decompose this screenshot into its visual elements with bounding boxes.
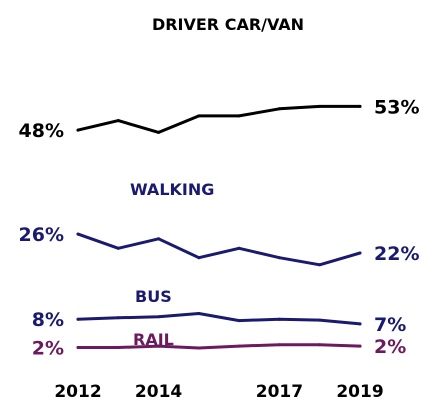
series-line-driver-car-van xyxy=(76,104,362,134)
data-point-bus xyxy=(116,316,120,320)
data-point-rail xyxy=(318,343,322,347)
data-point-driver-car-van xyxy=(116,119,120,123)
data-point-driver-car-van xyxy=(237,114,241,118)
end-value-label-driver-car-van: 53% xyxy=(374,96,419,118)
start-value-label-driver-car-van: 48% xyxy=(19,120,64,142)
series-title-walking: WALKING xyxy=(130,180,214,199)
data-point-rail xyxy=(358,344,362,348)
data-point-walking xyxy=(318,263,322,267)
data-point-rail xyxy=(197,346,201,350)
data-point-walking xyxy=(358,251,362,255)
x-tick-label: 2017 xyxy=(256,382,303,402)
data-point-walking xyxy=(277,256,281,260)
series-line-walking xyxy=(76,232,362,267)
series-title-rail: RAIL xyxy=(133,330,174,349)
data-point-driver-car-van xyxy=(358,104,362,108)
end-value-label-rail: 2% xyxy=(374,336,406,358)
data-point-walking xyxy=(237,246,241,250)
data-point-bus xyxy=(358,322,362,326)
data-point-driver-car-van xyxy=(318,104,322,108)
data-point-walking xyxy=(76,232,80,236)
data-point-bus xyxy=(197,312,201,315)
data-point-bus xyxy=(76,317,80,321)
data-point-rail xyxy=(157,344,161,348)
data-point-driver-car-van xyxy=(277,107,281,111)
data-point-rail xyxy=(277,343,281,347)
data-point-bus xyxy=(277,317,281,321)
data-point-rail xyxy=(76,346,80,349)
data-point-driver-car-van xyxy=(157,130,161,134)
data-point-bus xyxy=(157,315,161,319)
x-tick-label: 2012 xyxy=(54,382,101,402)
data-point-rail xyxy=(116,346,120,349)
end-value-label-walking: 22% xyxy=(374,243,419,265)
series-walking: WALKING 26% 22% xyxy=(19,180,419,267)
series-line-bus xyxy=(76,312,362,326)
series-title-bus: BUS xyxy=(135,287,172,306)
data-point-driver-car-van xyxy=(76,128,80,132)
x-tick-label: 2014 xyxy=(135,382,182,402)
data-point-driver-car-van xyxy=(197,114,201,118)
start-value-label-bus: 8% xyxy=(32,309,64,331)
data-point-bus xyxy=(237,319,241,323)
start-value-label-rail: 2% xyxy=(32,338,64,360)
series-layer: DRIVER CAR/VAN 48% 53% WALKING 26% 22% BUS 8% 7%… xyxy=(19,15,420,360)
data-point-walking xyxy=(197,256,201,260)
series-title-driver-car-van: DRIVER CAR/VAN xyxy=(152,15,304,34)
x-tick-label: 2019 xyxy=(336,382,383,402)
data-point-rail xyxy=(237,344,241,348)
series-line-rail xyxy=(76,343,362,350)
x-axis: 2012 2014 2017 2019 xyxy=(54,382,383,402)
data-point-walking xyxy=(116,246,120,250)
series-bus: BUS 8% 7% xyxy=(32,287,407,336)
series-driver-car-van: DRIVER CAR/VAN 48% 53% xyxy=(19,15,420,142)
end-value-label-bus: 7% xyxy=(374,314,406,336)
start-value-label-walking: 26% xyxy=(19,224,64,246)
series-rail: RAIL 2% 2% xyxy=(32,330,407,360)
data-point-bus xyxy=(318,318,322,322)
data-point-walking xyxy=(157,237,161,241)
